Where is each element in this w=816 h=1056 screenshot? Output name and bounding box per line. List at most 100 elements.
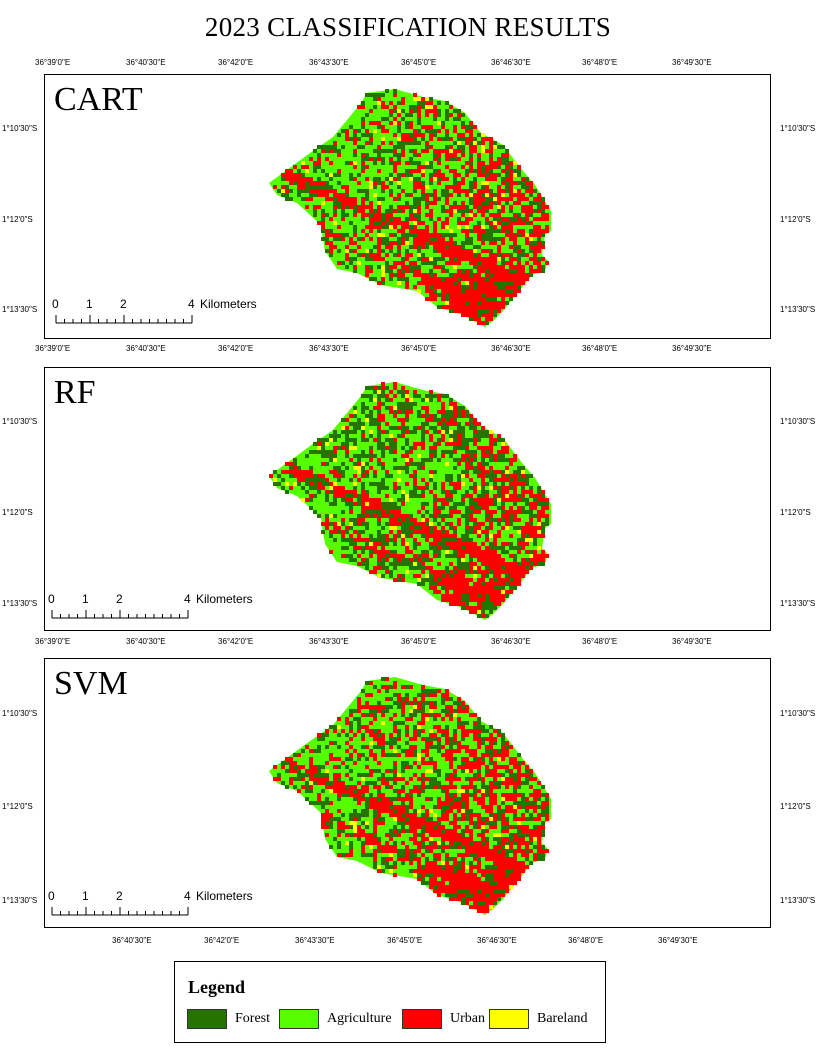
- land-cover-cell-urban: [457, 273, 461, 277]
- land-cover-cell-urban: [465, 590, 469, 594]
- land-cover-cell-forest: [337, 466, 341, 470]
- land-cover-cell-urban: [525, 845, 529, 849]
- land-cover-cell-urban: [321, 474, 325, 478]
- land-cover-cell-forest: [537, 490, 541, 494]
- land-cover-cell-forest: [349, 257, 353, 261]
- land-cover-cell-urban: [409, 410, 413, 414]
- land-cover-cell-urban: [537, 269, 541, 273]
- land-cover-cell-urban: [445, 490, 449, 494]
- land-cover-cell-urban: [389, 554, 393, 558]
- land-cover-cell-forest: [449, 490, 453, 494]
- land-cover-cell-urban: [513, 494, 517, 498]
- land-cover-cell-urban: [397, 229, 401, 233]
- land-cover-cell-forest: [361, 454, 365, 458]
- land-cover-cell-forest: [501, 737, 505, 741]
- land-cover-cell-urban: [537, 197, 541, 201]
- land-cover-cell-urban: [497, 534, 501, 538]
- land-cover-cell-forest: [329, 725, 333, 729]
- land-cover-cell-forest: [537, 853, 541, 857]
- land-cover-cell-urban: [497, 289, 501, 293]
- land-cover-cell-forest: [433, 582, 437, 586]
- land-cover-cell-forest: [485, 877, 489, 881]
- land-cover-cell-urban: [505, 793, 509, 797]
- land-cover-cell-urban: [473, 193, 477, 197]
- land-cover-cell-urban: [489, 849, 493, 853]
- land-cover-cell-urban: [489, 793, 493, 797]
- land-cover-cell-forest: [309, 193, 313, 197]
- land-cover-cell-forest: [413, 490, 417, 494]
- land-cover-cell-forest: [405, 558, 409, 562]
- land-cover-cell-urban: [529, 245, 533, 249]
- land-cover-cell-urban: [433, 446, 437, 450]
- land-cover-cell-urban: [381, 797, 385, 801]
- land-cover-cell-forest: [337, 745, 341, 749]
- land-cover-cell-forest: [381, 237, 385, 241]
- land-cover-cell-forest: [393, 233, 397, 237]
- land-cover-cell-urban: [333, 474, 337, 478]
- land-cover-cell-forest: [341, 442, 345, 446]
- land-cover-cell-forest: [361, 821, 365, 825]
- land-cover-cell-urban: [357, 781, 361, 785]
- land-cover-cell-urban: [441, 125, 445, 129]
- land-cover-cell-urban: [469, 157, 473, 161]
- land-cover-cell-urban: [525, 253, 529, 257]
- land-cover-cell-forest: [361, 470, 365, 474]
- land-cover-cell-urban: [445, 530, 449, 534]
- land-cover-cell-urban: [289, 781, 293, 785]
- land-cover-cell-urban: [437, 797, 441, 801]
- land-cover-cell-forest: [365, 526, 369, 530]
- land-cover-cell-forest: [445, 145, 449, 149]
- land-cover-cell-bareland: [373, 193, 377, 197]
- land-cover-cell-bareland: [365, 249, 369, 253]
- land-cover-cell-urban: [405, 398, 409, 402]
- land-cover-cell-forest: [449, 801, 453, 805]
- land-cover-cell-urban: [381, 185, 385, 189]
- latitude-label: 1°10'30"S: [780, 124, 816, 133]
- land-cover-cell-urban: [457, 486, 461, 490]
- land-cover-cell-forest: [497, 237, 501, 241]
- land-cover-cell-urban: [477, 173, 481, 177]
- land-cover-cell-urban: [405, 765, 409, 769]
- land-cover-cell-forest: [433, 414, 437, 418]
- land-cover-cell-urban: [409, 821, 413, 825]
- land-cover-cell-urban: [509, 861, 513, 865]
- land-cover-cell-forest: [469, 125, 473, 129]
- land-cover-cell-forest: [465, 602, 469, 606]
- land-cover-cell-urban: [505, 877, 509, 881]
- land-cover-cell-urban: [381, 845, 385, 849]
- land-cover-cell-forest: [381, 217, 385, 221]
- land-cover-cell-urban: [481, 241, 485, 245]
- land-cover-cell-urban: [513, 857, 517, 861]
- land-cover-cell-forest: [429, 873, 433, 877]
- land-cover-cell-urban: [489, 897, 493, 901]
- legend-swatch: [187, 1009, 227, 1029]
- land-cover-cell-urban: [509, 777, 513, 781]
- land-cover-cell-bareland: [521, 470, 525, 474]
- land-cover-cell-urban: [513, 817, 517, 821]
- land-cover-cell-forest: [441, 277, 445, 281]
- land-cover-cell-urban: [365, 165, 369, 169]
- land-cover-cell-forest: [517, 801, 521, 805]
- legend-item-agriculture: Agriculture: [279, 1009, 392, 1029]
- land-cover-cell-forest: [377, 701, 381, 705]
- land-cover-cell-urban: [417, 113, 421, 117]
- land-cover-cell-urban: [493, 273, 497, 277]
- land-cover-cell-forest: [441, 422, 445, 426]
- land-cover-cell-urban: [521, 546, 525, 550]
- land-cover-cell-urban: [385, 538, 389, 542]
- land-cover-cell-forest: [457, 410, 461, 414]
- land-cover-cell-urban: [417, 765, 421, 769]
- land-cover-cell-urban: [517, 273, 521, 277]
- land-cover-cell-forest: [469, 241, 473, 245]
- land-cover-cell-urban: [477, 869, 481, 873]
- land-cover-cell-forest: [497, 522, 501, 526]
- land-cover-cell-urban: [377, 458, 381, 462]
- land-cover-cell-urban: [465, 273, 469, 277]
- land-cover-cell-urban: [477, 257, 481, 261]
- land-cover-cell-urban: [369, 506, 373, 510]
- land-cover-cell-urban: [537, 241, 541, 245]
- land-cover-cell-forest: [365, 681, 369, 685]
- land-cover-cell-forest: [365, 386, 369, 390]
- land-cover-cell-forest: [345, 757, 349, 761]
- land-cover-cell-forest: [513, 558, 517, 562]
